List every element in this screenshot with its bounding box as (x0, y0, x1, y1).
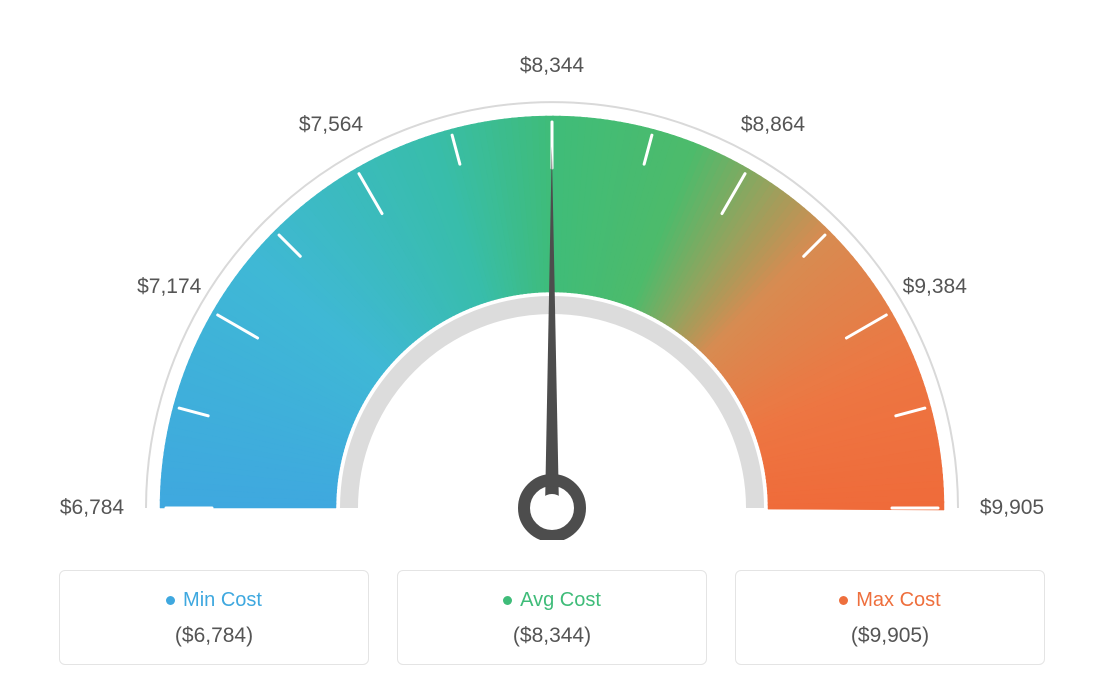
gauge-tick-label: $7,174 (137, 275, 201, 299)
legend-title-text: Avg Cost (520, 589, 601, 612)
gauge-tick-label: $8,864 (741, 113, 805, 137)
legend-title-text: Max Cost (856, 589, 940, 612)
legend-value-max: ($9,905) (746, 624, 1034, 648)
legend-title-min: Min Cost (70, 589, 358, 612)
legend-card-min: Min Cost ($6,784) (59, 570, 369, 665)
legend-value-avg: ($8,344) (408, 624, 696, 648)
legend-title-text: Min Cost (183, 589, 262, 612)
legend-value-min: ($6,784) (70, 624, 358, 648)
legend-title-avg: Avg Cost (408, 589, 696, 612)
gauge-container: $6,784 $7,174 $7,564 $8,344 $8,864 $9,384 $9,9… (20, 20, 1084, 540)
legend-card-max: Max Cost ($9,905) (735, 570, 1045, 665)
dot-icon (839, 596, 848, 605)
gauge-tick-label: $9,905 (980, 496, 1044, 520)
gauge-tick-label: $7,564 (299, 113, 363, 137)
legend-card-avg: Avg Cost ($8,344) (397, 570, 707, 665)
dot-icon (166, 596, 175, 605)
legend-title-max: Max Cost (746, 589, 1034, 612)
dot-icon (503, 596, 512, 605)
gauge-tick-label: $8,344 (520, 54, 584, 78)
gauge-tick-label: $9,384 (903, 275, 967, 299)
legend-row: Min Cost ($6,784) Avg Cost ($8,344) Max … (20, 570, 1084, 665)
gauge-tick-label: $6,784 (60, 496, 124, 520)
